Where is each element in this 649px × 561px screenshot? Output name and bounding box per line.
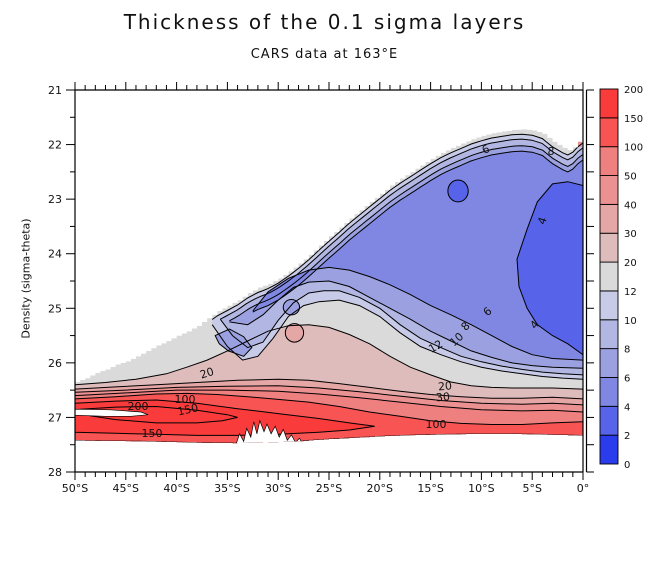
contour-label: 200 (127, 400, 148, 413)
contour-label: 8 (547, 145, 554, 158)
x-tick-label: 10°S (468, 482, 494, 495)
colorbar-cell (599, 377, 619, 407)
colorbar-cell (599, 117, 619, 148)
y-tick-label: 21 (48, 84, 62, 97)
colorbar-cell (599, 290, 619, 321)
y-tick-label: 26 (48, 357, 62, 370)
colorbar-label: 40 (624, 200, 637, 211)
colorbar-label: 50 (624, 172, 637, 183)
contour-label: 100 (425, 418, 446, 431)
contour-label: 6 (480, 142, 492, 157)
axes: 50°S 45°S 40°S 35°S 30°S 25°S 20°S 15°S 10°S 5°S 0… (48, 82, 594, 495)
colorbar-label: 0 (624, 460, 630, 471)
colorbar-label: 30 (624, 229, 637, 240)
colorbar-cell (599, 319, 619, 350)
y-tick-label: 27 (48, 411, 62, 424)
colorbar-label: 200 (624, 85, 643, 96)
x-tick-label: 25°S (316, 482, 342, 495)
x-tick-label: 5°S (522, 482, 541, 495)
colorbar-label: 4 (624, 402, 630, 413)
x-tick-label: 45°S (113, 482, 139, 495)
colorbar-cell (599, 88, 619, 119)
contour-label: 150 (142, 427, 163, 440)
contour-label: 12 (426, 337, 445, 355)
contour-label: 20 (198, 365, 215, 382)
colorbar-label: 6 (624, 373, 630, 384)
colorbar-label: 10 (624, 316, 637, 327)
contour-label: 30 (435, 390, 450, 404)
x-tick-label: 0° (577, 482, 590, 495)
contour-label: 4 (535, 215, 550, 226)
colorbar-label: 150 (624, 114, 643, 125)
colorbar-cell (599, 146, 619, 176)
contour-label: 100 (175, 393, 196, 406)
colorbar-label: 8 (624, 345, 630, 356)
y-axis-title: Density (sigma-theta) (19, 218, 33, 339)
x-tick-label: 20°S (367, 482, 393, 495)
contour-label: 20 (437, 379, 452, 393)
x-tick-label: 40°S (163, 482, 189, 495)
y-tick-label: 23 (48, 193, 62, 206)
colorbar-cell (599, 261, 619, 292)
colorbar-cell (599, 232, 619, 263)
y-tick-label: 22 (48, 139, 62, 152)
colorbar-label: 20 (624, 258, 637, 269)
x-tick-label: 30°S (265, 482, 291, 495)
x-tick-label: 15°S (417, 482, 443, 495)
colorbar-label: 100 (624, 143, 643, 154)
x-tick-label: 35°S (214, 482, 240, 495)
y-tick-label: 25 (48, 302, 62, 315)
y-tick-label: 28 (48, 466, 62, 479)
page-title: Thickness of the 0.1 sigma layers (123, 10, 526, 34)
contour-label: 150 (176, 401, 199, 418)
colorbar-cell (599, 348, 619, 378)
colorbar-cell (599, 175, 619, 205)
colorbar-cell (599, 203, 619, 234)
colorbar-label: 12 (624, 287, 637, 298)
y-tick-label: 24 (48, 248, 62, 261)
colorbar-cell (599, 434, 619, 465)
colorbar: 0 2 4 6 8 10 12 20 30 40 50 100 150 200 (599, 85, 643, 471)
x-tick-label: 50°S (62, 482, 88, 495)
colorbar-cell (599, 405, 619, 436)
colorbar-label: 2 (624, 431, 630, 442)
page-subtitle: CARS data at 163°E (250, 47, 399, 62)
contour-field (75, 129, 583, 444)
